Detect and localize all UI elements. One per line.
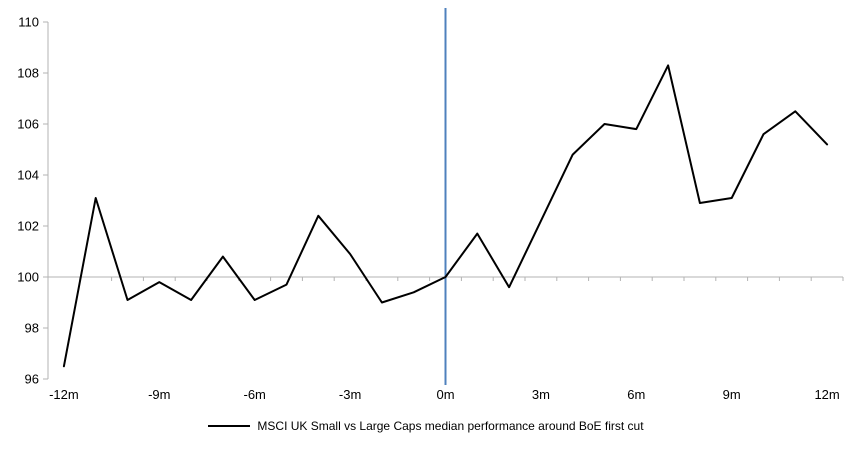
y-tick-label: 110	[18, 15, 39, 30]
x-axis-labels: -12m -9m -6m -3m 0m 3m 6m 9m 12m	[49, 387, 840, 402]
x-tick-label: 9m	[723, 387, 741, 402]
x-tick-label: -6m	[244, 387, 266, 402]
x-tick-label: 3m	[532, 387, 550, 402]
x-tick-label: -9m	[148, 387, 170, 402]
legend-line-swatch	[208, 425, 251, 427]
legend-label: MSCI UK Small vs Large Caps median perfo…	[257, 419, 644, 433]
y-tick-label: 106	[17, 117, 39, 132]
y-tick-label: 98	[25, 321, 39, 336]
x-tick-label: 0m	[436, 387, 454, 402]
y-tick-label: 102	[17, 219, 39, 234]
y-axis: 96 98 100 102 104 106 108 110	[17, 15, 49, 387]
y-tick-label: 108	[17, 66, 39, 81]
x-tick-label: 12m	[814, 387, 839, 402]
x-tick-label: 6m	[627, 387, 645, 402]
y-tick-label: 100	[17, 270, 39, 285]
legend: MSCI UK Small vs Large Caps median perfo…	[0, 418, 852, 434]
x-tick-label: -3m	[339, 387, 361, 402]
y-tick-label: 104	[17, 168, 39, 183]
series-line	[62, 64, 829, 368]
y-tick-label: 96	[25, 372, 39, 387]
x-tick-label: -12m	[49, 387, 79, 402]
